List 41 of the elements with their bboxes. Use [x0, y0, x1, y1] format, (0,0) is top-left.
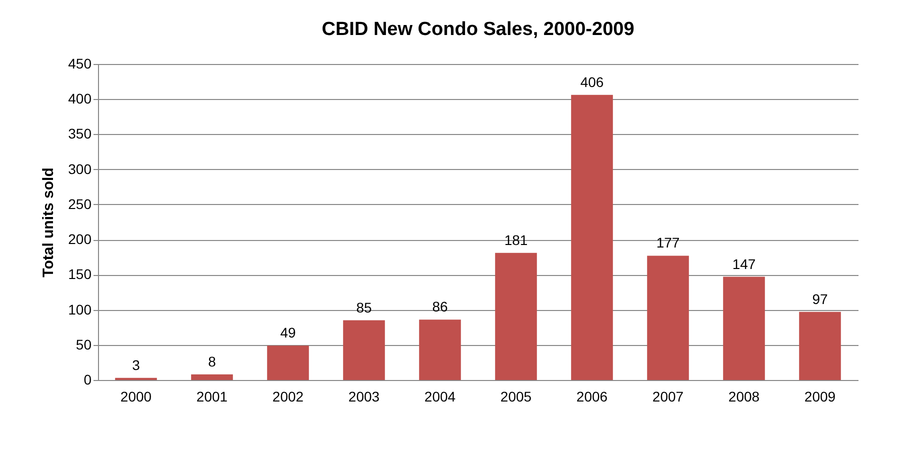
bar [647, 256, 689, 380]
data-label: 3 [132, 356, 140, 373]
y-tick-label: 200 [68, 231, 92, 248]
y-tick-label: 50 [76, 336, 92, 352]
x-tick-label: 2002 [272, 388, 304, 404]
y-tick-label: 150 [68, 266, 92, 282]
data-label: 147 [732, 256, 756, 272]
y-tick-label: 450 [68, 56, 92, 72]
y-tick-label: 100 [68, 301, 92, 318]
x-tick-label: 2006 [576, 388, 608, 404]
y-tick-label: 0 [84, 372, 92, 388]
bar [799, 312, 841, 380]
x-tick-label: 2004 [424, 388, 456, 404]
data-label: 85 [356, 299, 372, 316]
y-axis-title: Total units sold [40, 168, 58, 278]
y-tick-label: 300 [68, 160, 92, 177]
x-tick-label: 2007 [652, 388, 684, 404]
y-tick-label: 350 [68, 126, 92, 142]
y-tick-label: 400 [68, 90, 92, 107]
data-label: 406 [580, 74, 604, 90]
bar [495, 252, 537, 380]
data-label: 49 [280, 324, 296, 341]
data-label: 177 [656, 234, 680, 251]
data-label: 8 [208, 353, 216, 370]
data-label: 181 [504, 232, 528, 248]
bar [191, 374, 233, 380]
y-tick-label: 250 [68, 196, 92, 212]
bar [723, 276, 765, 380]
x-tick-label: 2003 [348, 388, 380, 404]
bar [343, 320, 385, 380]
x-tick-label: 2009 [804, 388, 836, 404]
data-label: 97 [812, 290, 828, 307]
x-tick-label: 2005 [500, 388, 532, 404]
x-tick-label: 2001 [196, 388, 228, 404]
bar [267, 346, 309, 380]
bar [571, 94, 613, 380]
x-tick-label: 2000 [120, 388, 152, 404]
data-label: 86 [432, 298, 448, 315]
bar [419, 320, 461, 380]
chart-title: CBID New Condo Sales, 2000-2009 [322, 19, 634, 40]
x-tick-label: 2008 [728, 388, 760, 404]
